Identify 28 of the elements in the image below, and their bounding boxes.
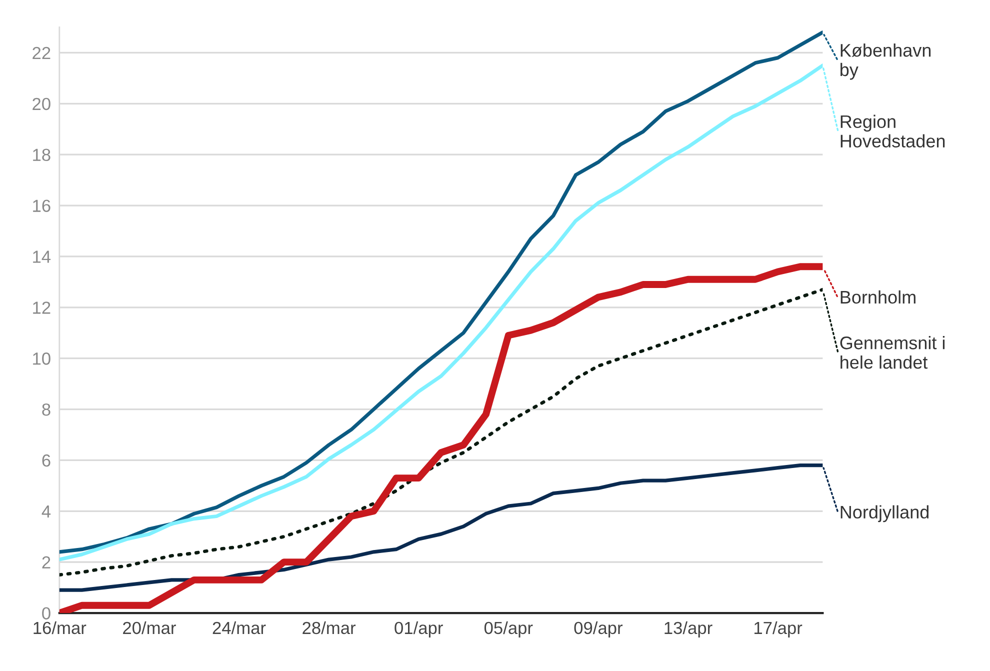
y-tick-label: 18 [33,148,50,162]
y-tick-label: 22 [32,46,50,59]
y-tick-label: 16 [33,200,50,212]
x-tick-label: 16/mar [34,621,86,634]
y-tick-label: 8 [42,403,50,416]
y-tick-label: 6 [42,454,50,467]
y-tick-label: 12 [33,302,50,314]
y-tick-label: 20 [32,98,50,110]
text: Region Hovedstaden [840,114,945,148]
x-tick-label: 09/apr [574,621,623,638]
legend-label: Bornholm [840,290,916,304]
x-tick-label: 24/mar [212,621,266,634]
x-tick-label: 20/mar [123,621,176,634]
x-tick-label: 01/apr [394,621,443,638]
y-tick-label: 2 [42,556,50,568]
x-tick-label: 05/apr [484,621,533,638]
series-label: København by [840,43,931,80]
y-tick-label: 4 [42,505,51,518]
text: Gennemsnit i hele landet [840,336,945,369]
legend-label: Nordjylland [840,505,929,522]
x-tick-label: 28/mar [302,621,356,634]
y-tick-label: 0 [42,607,50,620]
x-tick-label: 17/apr [754,621,802,638]
y-tick-label: 10 [33,352,50,365]
line-series [59,464,823,592]
line-series [59,288,823,576]
y-tick-label: 14 [33,250,51,263]
x-tick-label: 13/apr [664,621,712,638]
